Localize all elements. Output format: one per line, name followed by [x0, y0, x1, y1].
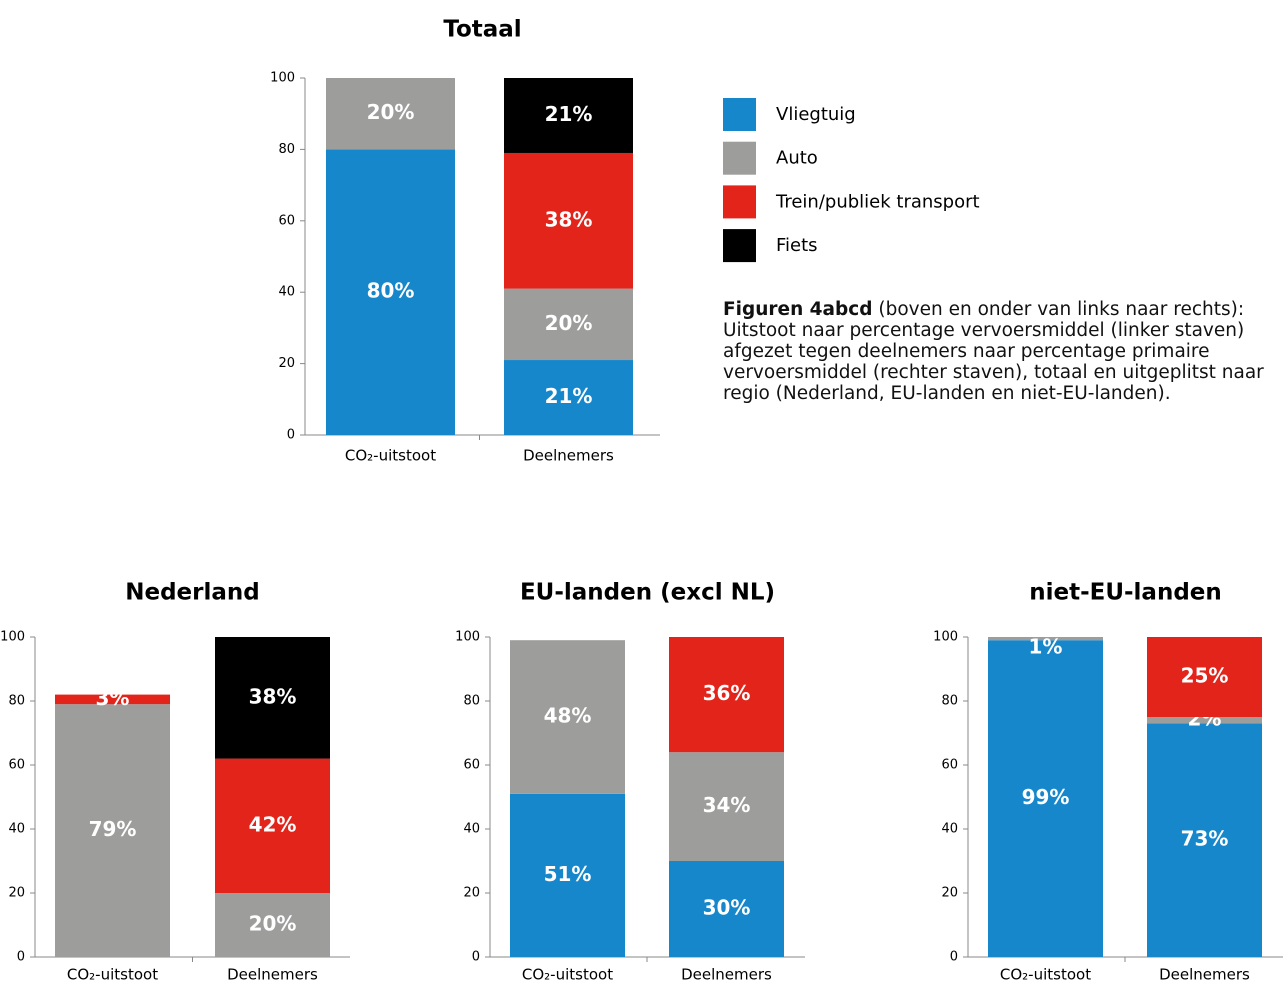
y-tick-label: 80	[463, 694, 480, 709]
y-tick-label: 20	[941, 886, 958, 901]
y-tick-label: 0	[950, 950, 958, 965]
data-label: 80%	[367, 279, 415, 303]
caption: Figuren 4abcd (boven en onder van links …	[723, 299, 1283, 404]
y-tick-label: 80	[941, 694, 958, 709]
bar-segment	[669, 861, 784, 957]
bar-segment	[504, 78, 633, 153]
y-tick-label: 60	[278, 213, 295, 228]
data-label: 30%	[703, 896, 751, 920]
chart-title: Totaal	[443, 17, 521, 43]
y-tick-label: 20	[463, 886, 480, 901]
y-tick-label: 20	[278, 356, 295, 371]
y-tick-label: 40	[8, 822, 25, 837]
bar-segment	[55, 704, 170, 957]
data-label: 38%	[545, 207, 593, 231]
y-tick-label: 100	[270, 71, 295, 86]
legend-swatch	[723, 185, 756, 219]
legend-swatch	[723, 229, 756, 263]
x-tick-label: CO₂-uitstoot	[345, 447, 436, 465]
x-tick-label: CO₂-uitstoot	[67, 966, 158, 984]
data-label: 73%	[1181, 827, 1229, 851]
legend-label: Trein/publiek transport	[775, 191, 980, 212]
caption-text: (boven en onder van links naar rechts): …	[723, 299, 1264, 404]
bar-segment	[504, 152, 633, 289]
data-label: 25%	[1181, 664, 1229, 688]
chart-title: Nederland	[125, 580, 260, 606]
bar-segment	[326, 78, 455, 150]
legend-swatch	[723, 141, 756, 175]
y-tick-label: 100	[0, 630, 25, 645]
data-label: 21%	[545, 384, 593, 408]
data-label: 38%	[249, 684, 297, 708]
data-label: 51%	[544, 862, 592, 886]
y-tick-label: 20	[8, 886, 25, 901]
y-tick-label: 80	[278, 142, 295, 157]
data-label: 20%	[545, 311, 593, 335]
bar-segment	[510, 793, 625, 957]
x-tick-label: CO₂-uitstoot	[522, 966, 613, 984]
bar-segment	[988, 640, 1103, 957]
x-tick-label: Deelnemers	[681, 966, 772, 984]
data-label: 79%	[89, 817, 137, 841]
bar-segment	[326, 149, 455, 435]
legend-swatch	[723, 98, 756, 131]
legend-label: Fiets	[776, 235, 818, 256]
y-tick-label: 60	[463, 758, 480, 773]
y-tick-label: 100	[933, 630, 958, 645]
y-tick-label: 0	[287, 428, 295, 443]
legend-label: Auto	[776, 148, 818, 169]
y-tick-label: 40	[278, 285, 295, 300]
y-tick-label: 40	[941, 822, 958, 837]
data-label: 42%	[249, 812, 297, 836]
data-label: 99%	[1022, 785, 1070, 809]
bar-segment	[1147, 723, 1262, 957]
y-tick-label: 80	[8, 694, 25, 709]
chart-title: EU-landen (excl NL)	[520, 580, 775, 606]
bar-segment	[504, 360, 633, 435]
bar-segment	[988, 637, 1103, 641]
bar-segment	[215, 758, 330, 893]
data-label: 3%	[96, 686, 130, 710]
bar-segment	[510, 640, 625, 794]
caption-bold: Figuren 4abcd	[723, 299, 873, 320]
y-tick-label: 60	[8, 758, 25, 773]
bar-segment	[1147, 717, 1262, 724]
data-label: 1%	[1029, 635, 1063, 659]
bar-segment	[215, 893, 330, 957]
data-label: 48%	[544, 704, 592, 728]
y-tick-label: 0	[17, 950, 25, 965]
data-label: 21%	[545, 102, 593, 126]
legend-label: Vliegtuig	[776, 104, 856, 125]
bar-segment	[1147, 637, 1262, 717]
y-tick-label: 0	[472, 950, 480, 965]
x-tick-label: Deelnemers	[1159, 966, 1250, 984]
bar-segment	[504, 288, 633, 361]
bar-segment	[669, 752, 784, 861]
y-tick-label: 100	[455, 630, 480, 645]
x-tick-label: Deelnemers	[227, 966, 318, 984]
data-label: 20%	[367, 100, 415, 124]
chart-title: niet-EU-landen	[1029, 580, 1222, 606]
data-label: 36%	[703, 681, 751, 705]
bar-segment	[55, 694, 170, 705]
x-tick-label: Deelnemers	[523, 447, 614, 465]
data-label: 34%	[703, 793, 751, 817]
y-tick-label: 40	[463, 822, 480, 837]
bar-segment	[669, 637, 784, 753]
bar-segment	[215, 637, 330, 759]
x-tick-label: CO₂-uitstoot	[1000, 966, 1091, 984]
data-label: 20%	[249, 912, 297, 936]
y-tick-label: 60	[941, 758, 958, 773]
